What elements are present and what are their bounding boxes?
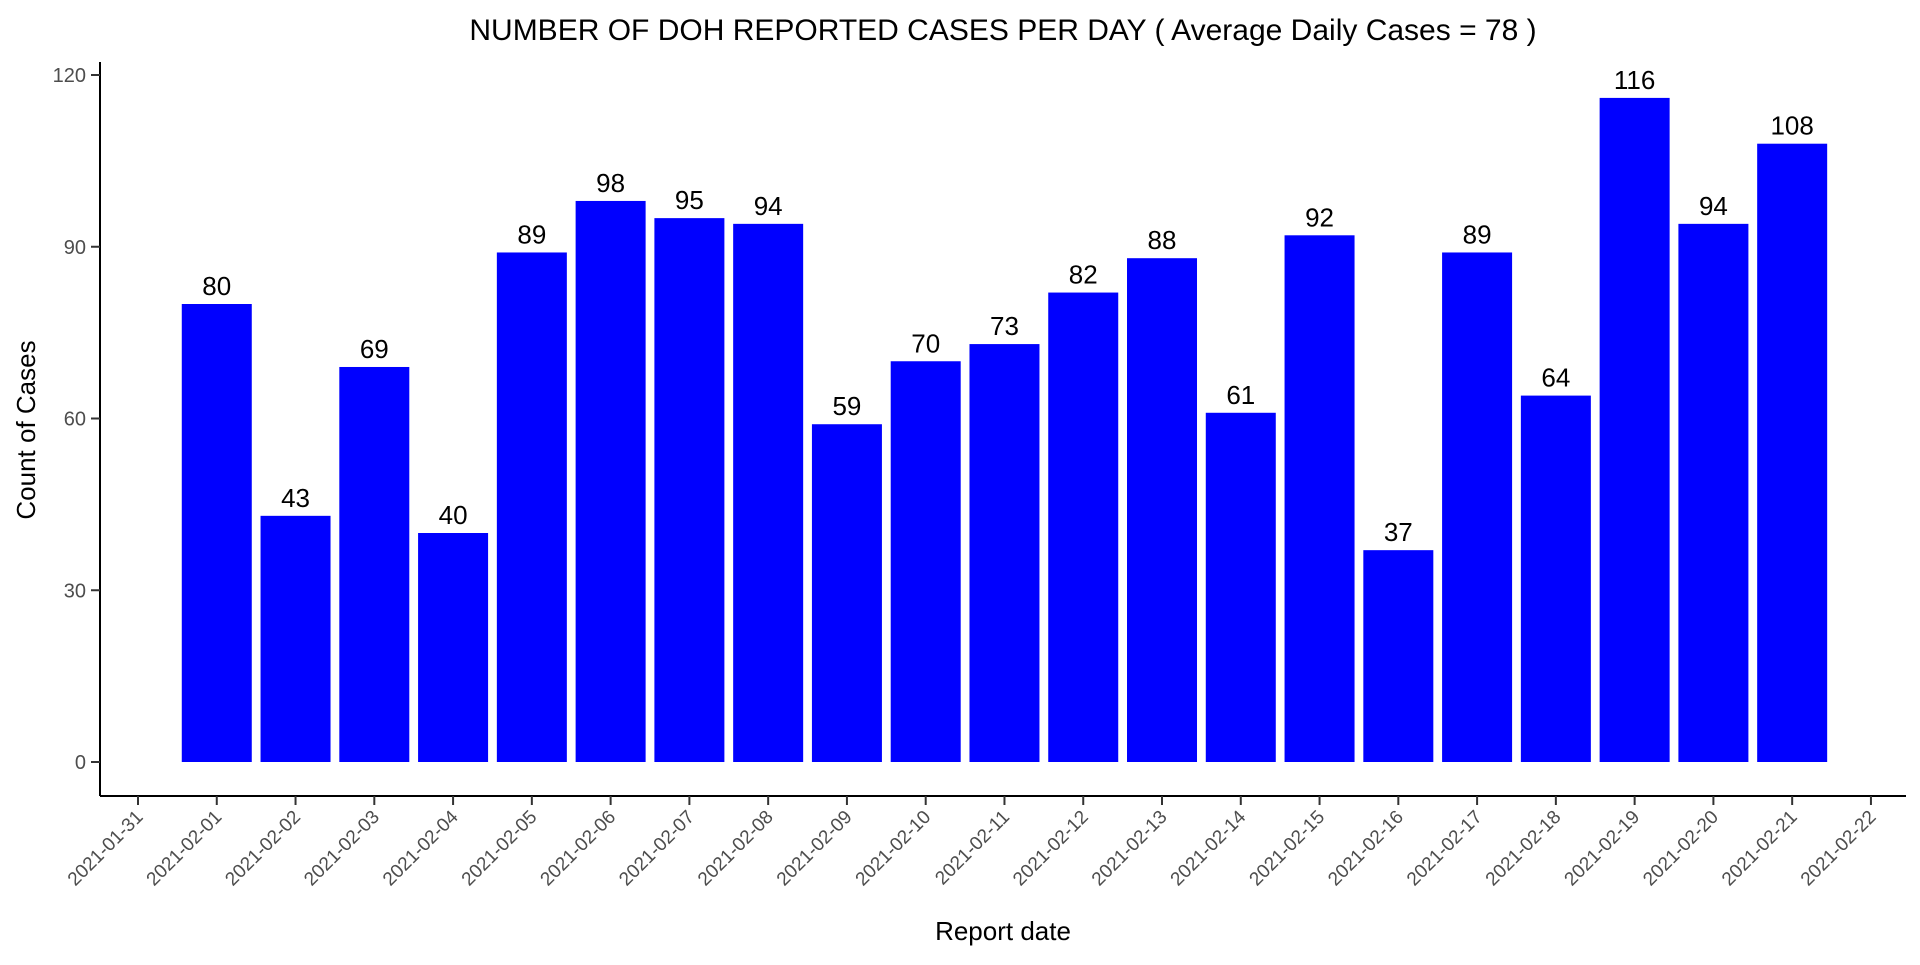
x-axis-label: Report date <box>935 916 1071 946</box>
y-tick-label: 60 <box>64 409 86 431</box>
data-label-2021-02-04: 40 <box>439 500 468 530</box>
bar-2021-02-13 <box>1127 258 1198 762</box>
x-tick-label: 2021-02-02 <box>221 807 305 891</box>
bar-2021-02-06 <box>575 200 646 762</box>
y-axis-ticks: 0 30 60 90 120 <box>53 65 100 774</box>
bar-2021-02-05 <box>496 252 567 762</box>
bar-2021-02-03 <box>339 366 410 762</box>
y-tick-label: 120 <box>53 65 86 87</box>
data-label-2021-02-10: 70 <box>911 328 940 358</box>
data-label-2021-02-09: 59 <box>832 391 861 421</box>
x-tick-label: 2021-02-11 <box>931 807 1014 890</box>
data-label-2021-02-14: 61 <box>1226 380 1255 410</box>
x-tick-label: 2021-02-18 <box>1482 807 1566 891</box>
bar-2021-02-08 <box>733 223 804 763</box>
data-label-2021-02-05: 89 <box>517 219 546 249</box>
bar-2021-02-10 <box>890 361 961 762</box>
x-tick-label: 2021-02-08 <box>694 807 778 891</box>
x-tick-label: 2021-01-31 <box>64 807 148 891</box>
y-tick-label: 30 <box>64 580 86 602</box>
data-label-2021-02-11: 73 <box>990 311 1019 341</box>
data-label-2021-02-08: 94 <box>754 191 783 221</box>
bar-2021-02-07 <box>654 218 725 763</box>
y-tick-label: 90 <box>64 237 86 259</box>
data-label-2021-02-17: 89 <box>1463 219 1492 249</box>
data-label-2021-02-19: 116 <box>1614 65 1655 95</box>
x-tick-label: 2021-02-06 <box>537 807 621 891</box>
bar-2021-02-12 <box>1048 292 1119 762</box>
x-tick-label: 2021-02-05 <box>458 807 542 891</box>
data-label-2021-02-07: 95 <box>675 185 704 215</box>
data-label-2021-02-13: 88 <box>1148 225 1177 255</box>
x-tick-label: 2021-02-04 <box>379 806 463 890</box>
x-tick-label: 2021-02-13 <box>1088 807 1172 891</box>
bars-layer <box>181 97 1828 763</box>
x-tick-label: 2021-02-21 <box>1718 807 1802 891</box>
data-labels-layer: 80 43 69 40 89 98 95 94 59 70 73 82 88 61 92 37 89 64 116 9… <box>202 65 1814 547</box>
x-tick-label: 2021-02-20 <box>1639 807 1723 891</box>
data-label-2021-02-02: 43 <box>281 483 310 513</box>
data-label-2021-02-01: 80 <box>202 271 231 301</box>
x-tick-label: 2021-02-22 <box>1797 807 1881 891</box>
bar-2021-02-02 <box>260 515 331 762</box>
data-label-2021-02-06: 98 <box>596 168 625 198</box>
data-label-2021-02-03: 69 <box>360 334 389 364</box>
axes-layer <box>99 62 1906 797</box>
bar-2021-02-04 <box>418 533 489 762</box>
y-axis-label: Count of Cases <box>11 340 41 519</box>
x-tick-label: 2021-02-10 <box>852 807 936 891</box>
data-label-2021-02-21: 108 <box>1770 111 1813 141</box>
x-tick-label: 2021-02-07 <box>615 807 699 891</box>
bar-2021-02-20 <box>1678 223 1749 763</box>
bar-2021-02-21 <box>1757 143 1828 762</box>
x-tick-label: 2021-02-01 <box>143 807 227 891</box>
x-tick-label: 2021-02-09 <box>773 807 857 891</box>
y-tick-label: 0 <box>75 752 86 774</box>
x-axis-ticks: 2021-01-312021-02-012021-02-022021-02-03… <box>64 796 1881 891</box>
bar-2021-02-18 <box>1520 395 1591 762</box>
bar-2021-02-14 <box>1205 412 1276 762</box>
bar-2021-02-17 <box>1442 252 1513 762</box>
x-tick-label: 2021-02-17 <box>1403 807 1487 891</box>
bar-2021-02-19 <box>1599 97 1670 762</box>
x-tick-label: 2021-02-16 <box>1324 807 1408 891</box>
bar-2021-02-01 <box>181 304 252 762</box>
data-label-2021-02-12: 82 <box>1069 260 1098 290</box>
x-tick-label: 2021-02-15 <box>1246 807 1330 891</box>
data-label-2021-02-20: 94 <box>1699 191 1728 221</box>
bar-2021-02-11 <box>969 344 1040 762</box>
chart-title: NUMBER OF DOH REPORTED CASES PER DAY ( A… <box>469 14 1536 47</box>
x-tick-label: 2021-02-14 <box>1167 806 1251 890</box>
data-label-2021-02-15: 92 <box>1305 202 1334 232</box>
x-tick-label: 2021-02-03 <box>300 807 384 891</box>
data-label-2021-02-16: 37 <box>1384 517 1413 547</box>
bar-2021-02-15 <box>1284 235 1355 763</box>
x-tick-label: 2021-02-19 <box>1561 807 1645 891</box>
x-tick-label: 2021-02-12 <box>1009 807 1093 891</box>
data-label-2021-02-18: 64 <box>1541 363 1570 393</box>
bar-2021-02-16 <box>1363 550 1434 762</box>
bar-2021-02-09 <box>811 424 882 762</box>
